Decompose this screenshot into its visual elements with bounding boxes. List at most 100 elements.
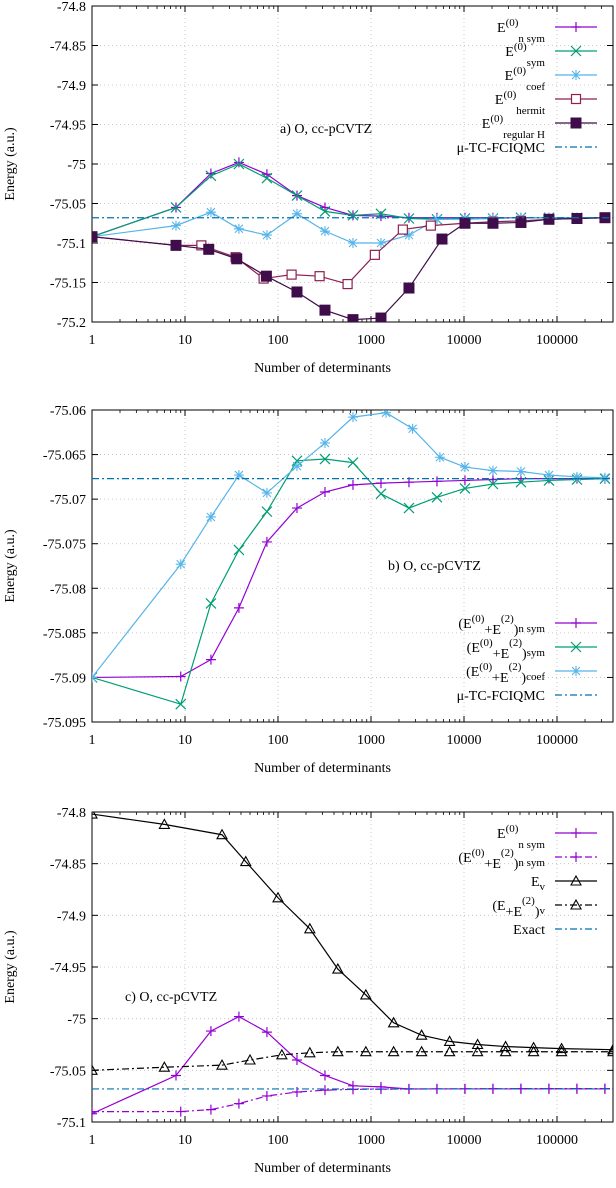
data-point (347, 238, 358, 248)
data-point (319, 487, 330, 498)
data-point (375, 488, 387, 500)
series-layer (92, 157, 613, 322)
data-point (261, 536, 272, 547)
data-point (319, 205, 331, 217)
data-point (415, 1045, 428, 1057)
y-axis-label: Energy (a.u.) (3, 127, 18, 201)
x-tick-label: 10000 (447, 333, 482, 348)
x-tick-label: 1 (89, 333, 96, 348)
data-point (319, 437, 330, 448)
x-tick-label: 100000 (536, 1133, 578, 1148)
panel-annotation: a) O, cc-pCVTZ (280, 122, 372, 137)
legend-label: (E(0)+E(2))n sym (458, 613, 545, 638)
x-tick-label: 100 (268, 333, 289, 348)
series-line (92, 161, 605, 238)
legend-swatch-marker (571, 618, 581, 628)
data-point (92, 1106, 97, 1117)
data-point (291, 1055, 302, 1065)
data-point (261, 1090, 272, 1101)
series-line (92, 412, 605, 678)
y-tick-label: -75.095 (43, 716, 86, 731)
y-tick-label: -75 (67, 1013, 86, 1028)
data-point (515, 216, 527, 228)
legend-swatch-marker (570, 93, 582, 105)
data-point (205, 598, 217, 609)
legend-label: Exact (513, 923, 545, 938)
data-point (375, 478, 386, 489)
data-point (275, 1048, 288, 1060)
y-tick-label: -75.07 (50, 493, 86, 508)
series-line (92, 1088, 605, 1113)
y-tick-label: -75.075 (43, 538, 86, 553)
data-point (233, 157, 244, 168)
data-point (260, 270, 272, 282)
data-point (314, 271, 325, 282)
data-point (233, 158, 245, 170)
legend-label: μ-TC-FCIQMC (457, 689, 545, 704)
plot-frame (91, 409, 614, 723)
legend-entry-5: Exact (513, 923, 597, 938)
legend-swatch-marker (570, 641, 582, 653)
series-3 (92, 812, 613, 1055)
x-tick-label: 100 (268, 1133, 289, 1148)
y-tick-label: -75.15 (50, 277, 86, 292)
y-tick-label: -75.2 (57, 316, 86, 331)
y-tick-label: -75.1 (57, 237, 86, 252)
data-point (347, 412, 358, 423)
data-point (170, 239, 182, 251)
data-point (272, 891, 284, 903)
legend-swatch-marker (571, 22, 581, 32)
series-4 (92, 1045, 613, 1075)
series-layer (92, 410, 613, 710)
data-point (261, 172, 273, 184)
data-point (158, 818, 171, 829)
data-point (403, 213, 415, 224)
data-point (203, 243, 215, 255)
data-point (499, 1040, 512, 1052)
panel-annotation: b) O, cc-pCVTZ (388, 559, 481, 574)
data-point (527, 1045, 540, 1057)
y-tick-label: -75.065 (43, 449, 86, 464)
data-point (425, 220, 436, 231)
data-point (319, 1085, 330, 1096)
legend: E(0)n sym(E(0)+E(2))n sym Ev (E+E(2))v Exac… (458, 823, 597, 938)
legend-label: E(0)sym (505, 41, 545, 69)
data-point (499, 1045, 512, 1057)
data-point (233, 1011, 244, 1022)
x-tick-label: 100000 (536, 733, 578, 748)
series-line (92, 163, 605, 238)
legend-entry-3: Ev (531, 874, 597, 893)
data-point (205, 170, 217, 182)
legend-label: E(0)coef (505, 65, 546, 93)
y-tick-label: -75 (67, 158, 86, 173)
legend-swatch-marker (570, 45, 582, 57)
legend-label: (E(0)+E(2))coef (466, 661, 545, 686)
y-axis-label: Energy (a.u.) (3, 529, 18, 603)
data-point (319, 453, 331, 465)
data-point (342, 278, 353, 290)
y-tick-label: -74.95 (50, 119, 86, 134)
data-point (319, 1070, 330, 1081)
legend: (E(0)+E(2))n sym(E(0)+E(2))sym(E(0)+E(2)… (457, 613, 597, 704)
data-point (543, 470, 554, 481)
data-point (175, 559, 186, 570)
data-point (375, 211, 386, 222)
data-point (431, 214, 442, 225)
series-line (92, 217, 605, 285)
data-point (92, 812, 98, 819)
legend-swatch-marker (571, 70, 581, 80)
data-point (555, 1042, 568, 1054)
data-point (431, 491, 443, 503)
data-point (375, 238, 386, 248)
y-tick-label: -75.1 (57, 1116, 86, 1131)
data-point (543, 474, 555, 486)
x-tick-label: 1000 (357, 733, 385, 748)
x-tick-label: 10 (178, 733, 192, 748)
data-point (375, 312, 387, 322)
data-point (233, 1098, 244, 1109)
series-line (92, 217, 605, 321)
data-point (331, 1045, 344, 1057)
y-tick-label: -74.85 (50, 40, 86, 55)
data-point (471, 1045, 484, 1057)
data-point (92, 672, 97, 683)
